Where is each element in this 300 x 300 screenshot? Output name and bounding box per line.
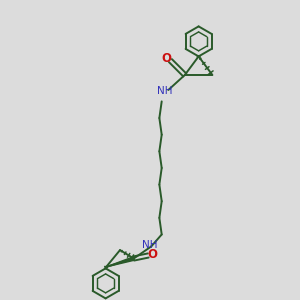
Text: NH: NH (142, 240, 158, 250)
Polygon shape (104, 266, 108, 268)
Polygon shape (197, 56, 200, 57)
Text: O: O (161, 52, 171, 65)
Text: O: O (147, 248, 158, 261)
Polygon shape (106, 257, 134, 267)
Text: NH: NH (157, 86, 172, 96)
